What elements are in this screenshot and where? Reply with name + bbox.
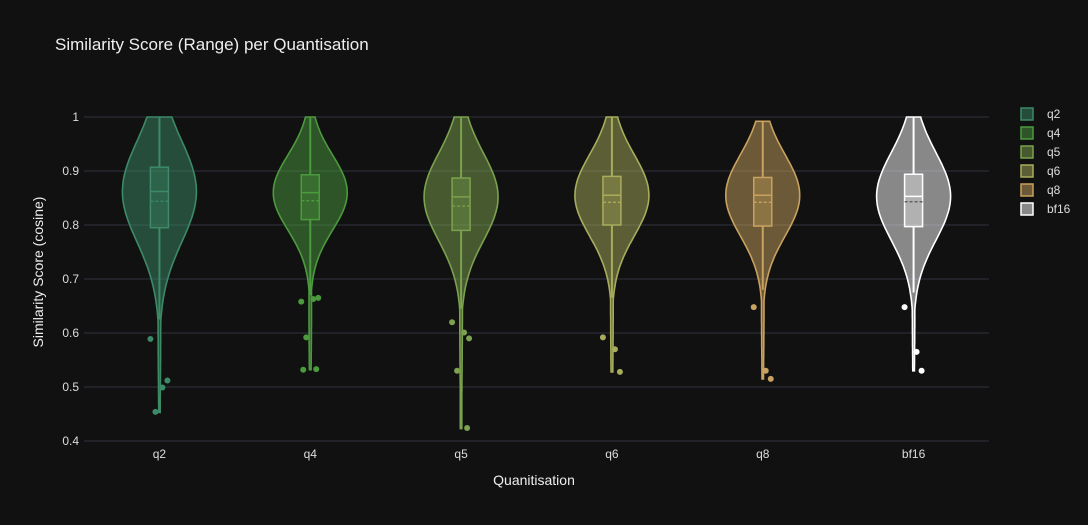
outlier-point-bf16-0 <box>901 304 908 311</box>
box-q5 <box>451 177 471 232</box>
x-tick-label-q2: q2 <box>153 447 167 461</box>
legend-swatch-q2 <box>1020 107 1034 121</box>
x-axis-ticks: q2 q4 q5 q6 q8 bf16 <box>153 447 926 461</box>
outlier-point-q4-3 <box>303 334 310 341</box>
outlier-point-q8-1 <box>762 367 769 374</box>
outlier-point-q5-0 <box>449 319 456 326</box>
y-tick-label-4: 0.8 <box>62 218 79 232</box>
outlier-point-q4-0 <box>298 298 305 305</box>
outlier-point-q4-5 <box>300 366 307 373</box>
outlier-point-q5-2 <box>466 335 473 342</box>
outlier-point-q8-2 <box>767 375 774 382</box>
violin-q4[interactable] <box>272 116 349 373</box>
outlier-point-bf16-1 <box>913 348 920 355</box>
box-q4 <box>300 174 320 221</box>
legend-label-q8: q8 <box>1047 183 1061 197</box>
legend-label-q6: q6 <box>1047 164 1061 178</box>
outlier-point-bf16-2 <box>918 367 925 374</box>
outlier-point-q2-2 <box>164 377 171 384</box>
legend-label-bf16: bf16 <box>1047 202 1071 216</box>
box-q6 <box>602 175 622 226</box>
x-tick-label-q8: q8 <box>756 447 770 461</box>
legend-item-q8[interactable]: q8 <box>1020 183 1061 197</box>
legend-item-q2[interactable]: q2 <box>1020 107 1061 121</box>
violin-bf16[interactable] <box>875 116 952 374</box>
y-tick-label-5: 0.9 <box>62 164 79 178</box>
legend-item-q5[interactable]: q5 <box>1020 145 1061 159</box>
outlier-point-q4-4 <box>313 366 320 373</box>
legend-swatch-q6 <box>1020 164 1034 178</box>
y-tick-label-0: 0.4 <box>62 434 79 448</box>
legend-swatch-q8 <box>1020 183 1034 197</box>
legend-swatch-q4 <box>1020 126 1034 140</box>
y-tick-label-6: 1 <box>72 110 79 124</box>
outlier-point-q2-3 <box>152 408 159 415</box>
x-tick-label-bf16: bf16 <box>902 447 926 461</box>
violins <box>121 116 952 432</box>
legend-label-q4: q4 <box>1047 126 1061 140</box>
y-axis-label: Similarity Score (cosine) <box>30 197 46 348</box>
violin-q5[interactable] <box>423 116 499 432</box>
chart-title: Similarity Score (Range) per Quantisatio… <box>55 35 369 54</box>
y-tick-label-1: 0.5 <box>62 380 79 394</box>
outlier-point-q8-0 <box>750 304 757 311</box>
box-q2 <box>149 166 170 229</box>
outlier-point-q4-2 <box>315 294 322 301</box>
x-tick-label-q6: q6 <box>605 447 619 461</box>
outlier-point-q5-4 <box>464 425 471 432</box>
legend-item-q4[interactable]: q4 <box>1020 126 1061 140</box>
outlier-point-q6-1 <box>611 346 618 353</box>
legend[interactable]: q2 q4 q5 q6 q8 bf16 <box>1020 107 1071 216</box>
violin-q2[interactable] <box>121 116 198 415</box>
x-tick-label-q4: q4 <box>304 447 318 461</box>
outlier-point-q2-0 <box>147 335 154 342</box>
x-axis-label: Quanitisation <box>493 472 575 488</box>
y-tick-label-3: 0.7 <box>62 272 79 286</box>
outlier-point-q5-1 <box>461 329 468 336</box>
x-tick-label-q5: q5 <box>454 447 468 461</box>
outlier-point-q6-0 <box>599 334 606 341</box>
violin-q6[interactable] <box>574 116 650 375</box>
outlier-point-q2-1 <box>159 384 166 391</box>
outlier-point-q6-2 <box>616 368 623 375</box>
outlier-point-q5-3 <box>454 367 461 374</box>
grid-lines <box>84 116 989 442</box>
legend-item-q6[interactable]: q6 <box>1020 164 1061 178</box>
y-axis-ticks: 0.4 0.5 0.6 0.7 0.8 0.9 1 <box>62 110 79 448</box>
legend-swatch-q5 <box>1020 145 1034 159</box>
legend-swatch-bf16 <box>1020 202 1034 216</box>
y-tick-label-2: 0.6 <box>62 326 79 340</box>
box-bf16 <box>903 173 924 228</box>
outlier-point-q4-1 <box>310 295 317 302</box>
legend-item-bf16[interactable]: bf16 <box>1020 202 1071 216</box>
legend-label-q2: q2 <box>1047 107 1061 121</box>
violin-q8[interactable] <box>724 120 801 382</box>
legend-label-q5: q5 <box>1047 145 1061 159</box>
